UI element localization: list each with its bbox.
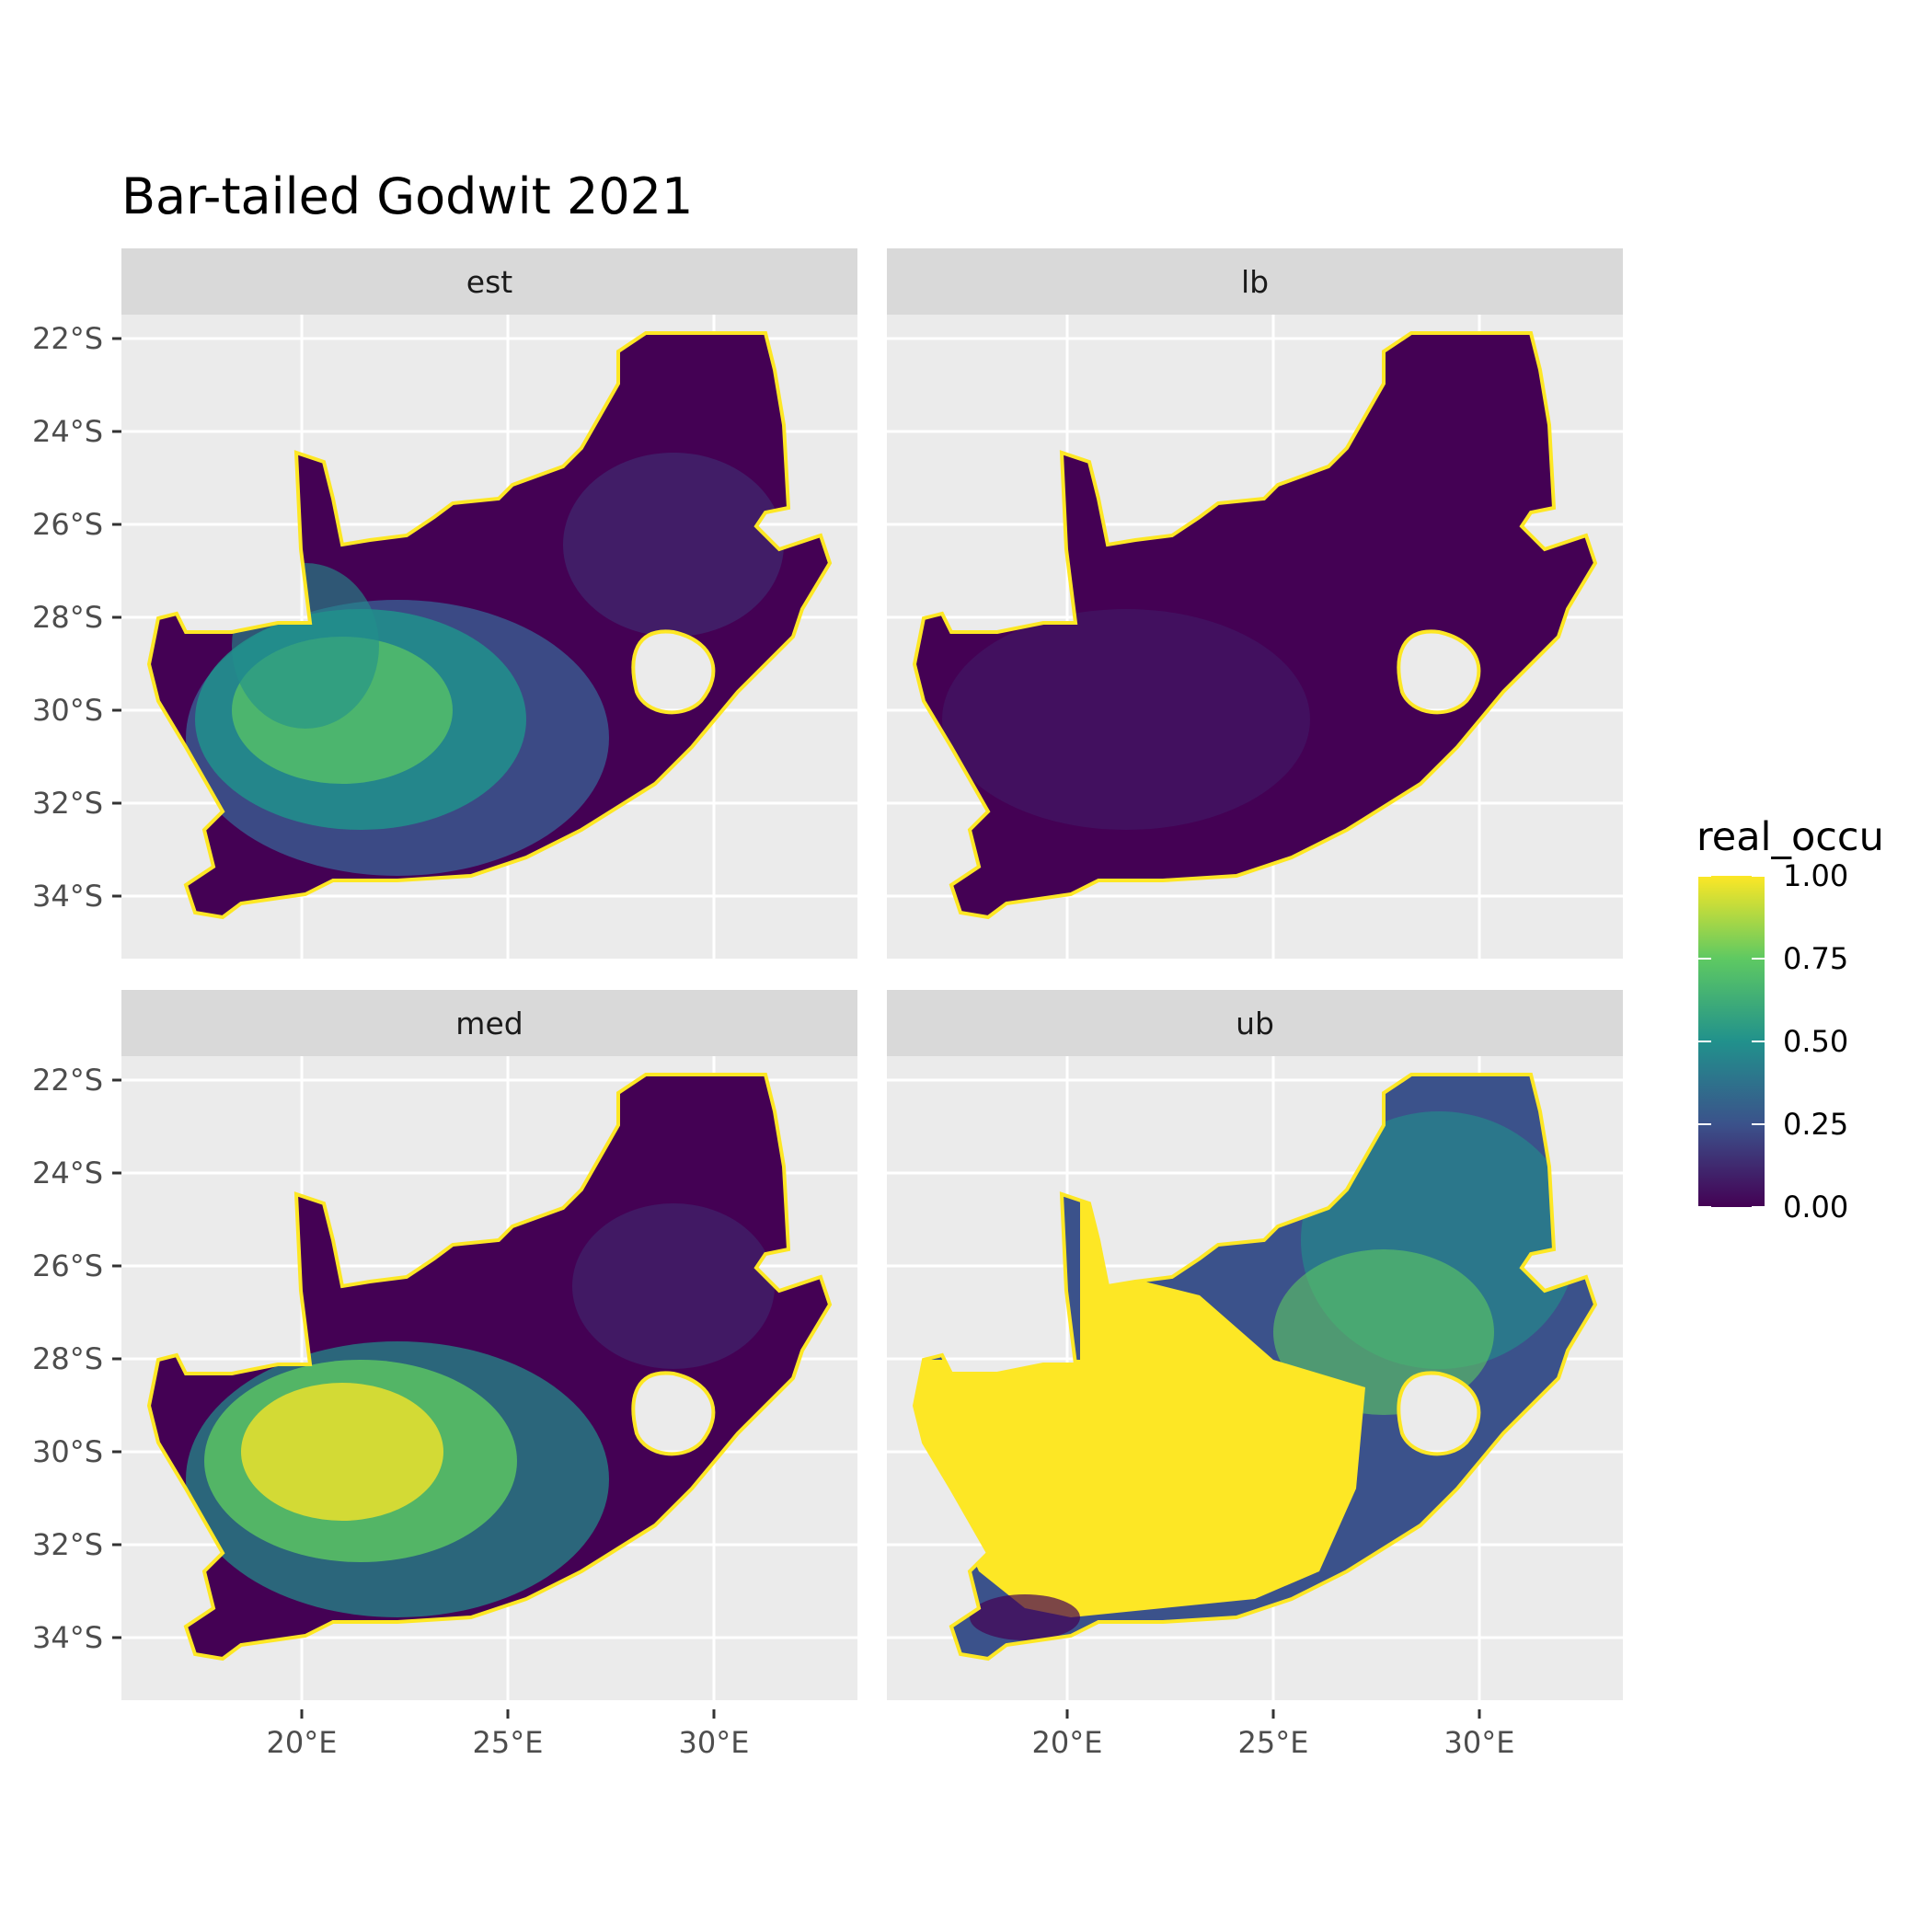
y-tick-label: 30°S: [32, 693, 103, 728]
x-tick-label: 30°E: [1444, 1725, 1515, 1760]
panel-lb: lb: [887, 248, 1623, 959]
y-tick-label: 22°S: [32, 321, 103, 356]
y-tick-label: 28°S: [32, 1341, 103, 1376]
strip-label-lb: lb: [1241, 264, 1269, 300]
x-tick-label: 20°E: [1032, 1725, 1103, 1760]
y-axis-top: 22°S 24°S 26°S 28°S 30°S 32°S 34°S: [32, 321, 121, 914]
x-tick-label: 25°E: [473, 1725, 544, 1760]
strip-label-ub: ub: [1236, 1006, 1274, 1041]
chart-title: Bar-tailed Godwit 2021: [121, 167, 693, 225]
y-tick-label: 28°S: [32, 600, 103, 635]
strip-label-med: med: [455, 1006, 523, 1041]
legend-label: 1.00: [1783, 858, 1848, 893]
legend-label: 0.25: [1783, 1107, 1848, 1142]
y-tick-label: 32°S: [32, 1527, 103, 1562]
y-axis-bottom: 22°S 24°S 26°S 28°S 30°S 32°S 34°S: [32, 1063, 121, 1655]
panel-est: est: [121, 248, 857, 959]
strip-ub: [887, 990, 1623, 1056]
panel-ub: ub: [887, 990, 1623, 1700]
y-tick-label: 22°S: [32, 1063, 103, 1098]
x-tick-label: 20°E: [267, 1725, 338, 1760]
strip-lb: [887, 248, 1623, 315]
x-axis-right: 20°E 25°E 30°E: [1032, 1709, 1515, 1760]
x-axis-left: 20°E 25°E 30°E: [267, 1709, 750, 1760]
legend: real_occu 1.00 0.75 0.50 0.25 0.00: [1696, 814, 1884, 1225]
legend-label: 0.00: [1783, 1190, 1848, 1225]
strip-label-est: est: [466, 264, 512, 300]
y-tick-label: 24°S: [32, 1156, 103, 1190]
y-tick-label: 26°S: [32, 1248, 103, 1283]
y-tick-label: 30°S: [32, 1434, 103, 1469]
x-tick-label: 25°E: [1238, 1725, 1309, 1760]
y-tick-label: 26°S: [32, 507, 103, 542]
y-tick-label: 24°S: [32, 414, 103, 449]
legend-label: 0.50: [1783, 1024, 1848, 1059]
strip-est: [121, 248, 857, 315]
panel-med: med: [121, 990, 857, 1700]
legend-label: 0.75: [1783, 941, 1848, 976]
strip-med: [121, 990, 857, 1056]
y-tick-label: 34°S: [32, 879, 103, 914]
y-tick-label: 32°S: [32, 786, 103, 821]
legend-title: real_occu: [1696, 814, 1884, 860]
x-tick-label: 30°E: [679, 1725, 750, 1760]
y-tick-label: 34°S: [32, 1620, 103, 1655]
